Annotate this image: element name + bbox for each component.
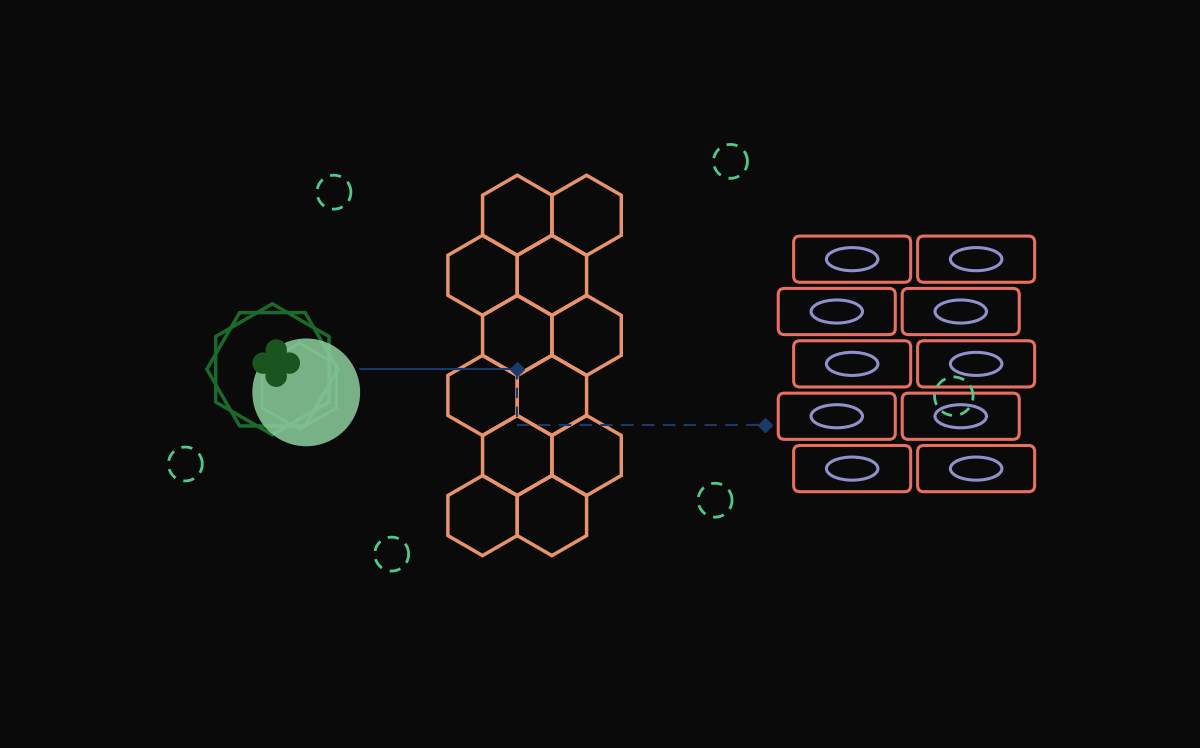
Circle shape [252,352,274,374]
Circle shape [270,358,282,369]
Circle shape [278,352,300,374]
Circle shape [252,338,360,447]
Circle shape [265,366,287,387]
Circle shape [265,340,287,361]
